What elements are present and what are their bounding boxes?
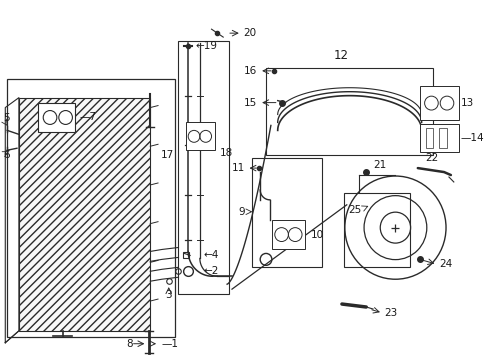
- Bar: [271, 220, 305, 249]
- Text: 20: 20: [243, 28, 256, 38]
- Bar: [419, 125, 458, 152]
- Text: 3: 3: [165, 290, 172, 300]
- Text: 21: 21: [372, 160, 386, 170]
- Bar: [252, 158, 322, 267]
- Text: 24: 24: [438, 259, 451, 269]
- Text: ←2: ←2: [203, 266, 219, 276]
- Text: 11: 11: [231, 163, 244, 173]
- Bar: [265, 68, 432, 155]
- Text: 23: 23: [384, 308, 397, 318]
- Text: 22: 22: [424, 153, 437, 163]
- Text: 17: 17: [160, 150, 173, 160]
- Text: 6: 6: [3, 150, 10, 160]
- Text: 18: 18: [219, 148, 232, 158]
- Text: 10: 10: [310, 230, 323, 239]
- Text: 5: 5: [3, 113, 10, 123]
- Text: 13: 13: [460, 98, 473, 108]
- Bar: [438, 129, 446, 148]
- Bar: [343, 193, 409, 267]
- Text: —1: —1: [162, 339, 179, 349]
- Text: —14: —14: [460, 133, 483, 143]
- Text: 12: 12: [333, 49, 348, 62]
- Bar: [186, 122, 215, 150]
- Text: 8: 8: [126, 339, 132, 349]
- Bar: [178, 41, 228, 294]
- Text: 9: 9: [238, 207, 244, 217]
- Text: 15: 15: [244, 98, 257, 108]
- Text: 25: 25: [347, 205, 361, 215]
- Bar: [7, 79, 174, 337]
- Text: —7: —7: [79, 112, 96, 122]
- Bar: [425, 129, 432, 148]
- Text: ←19: ←19: [196, 41, 218, 51]
- Bar: [19, 98, 150, 331]
- Text: 16: 16: [244, 66, 257, 76]
- Bar: [38, 103, 75, 132]
- Bar: [419, 86, 458, 121]
- Text: ←4: ←4: [203, 251, 219, 260]
